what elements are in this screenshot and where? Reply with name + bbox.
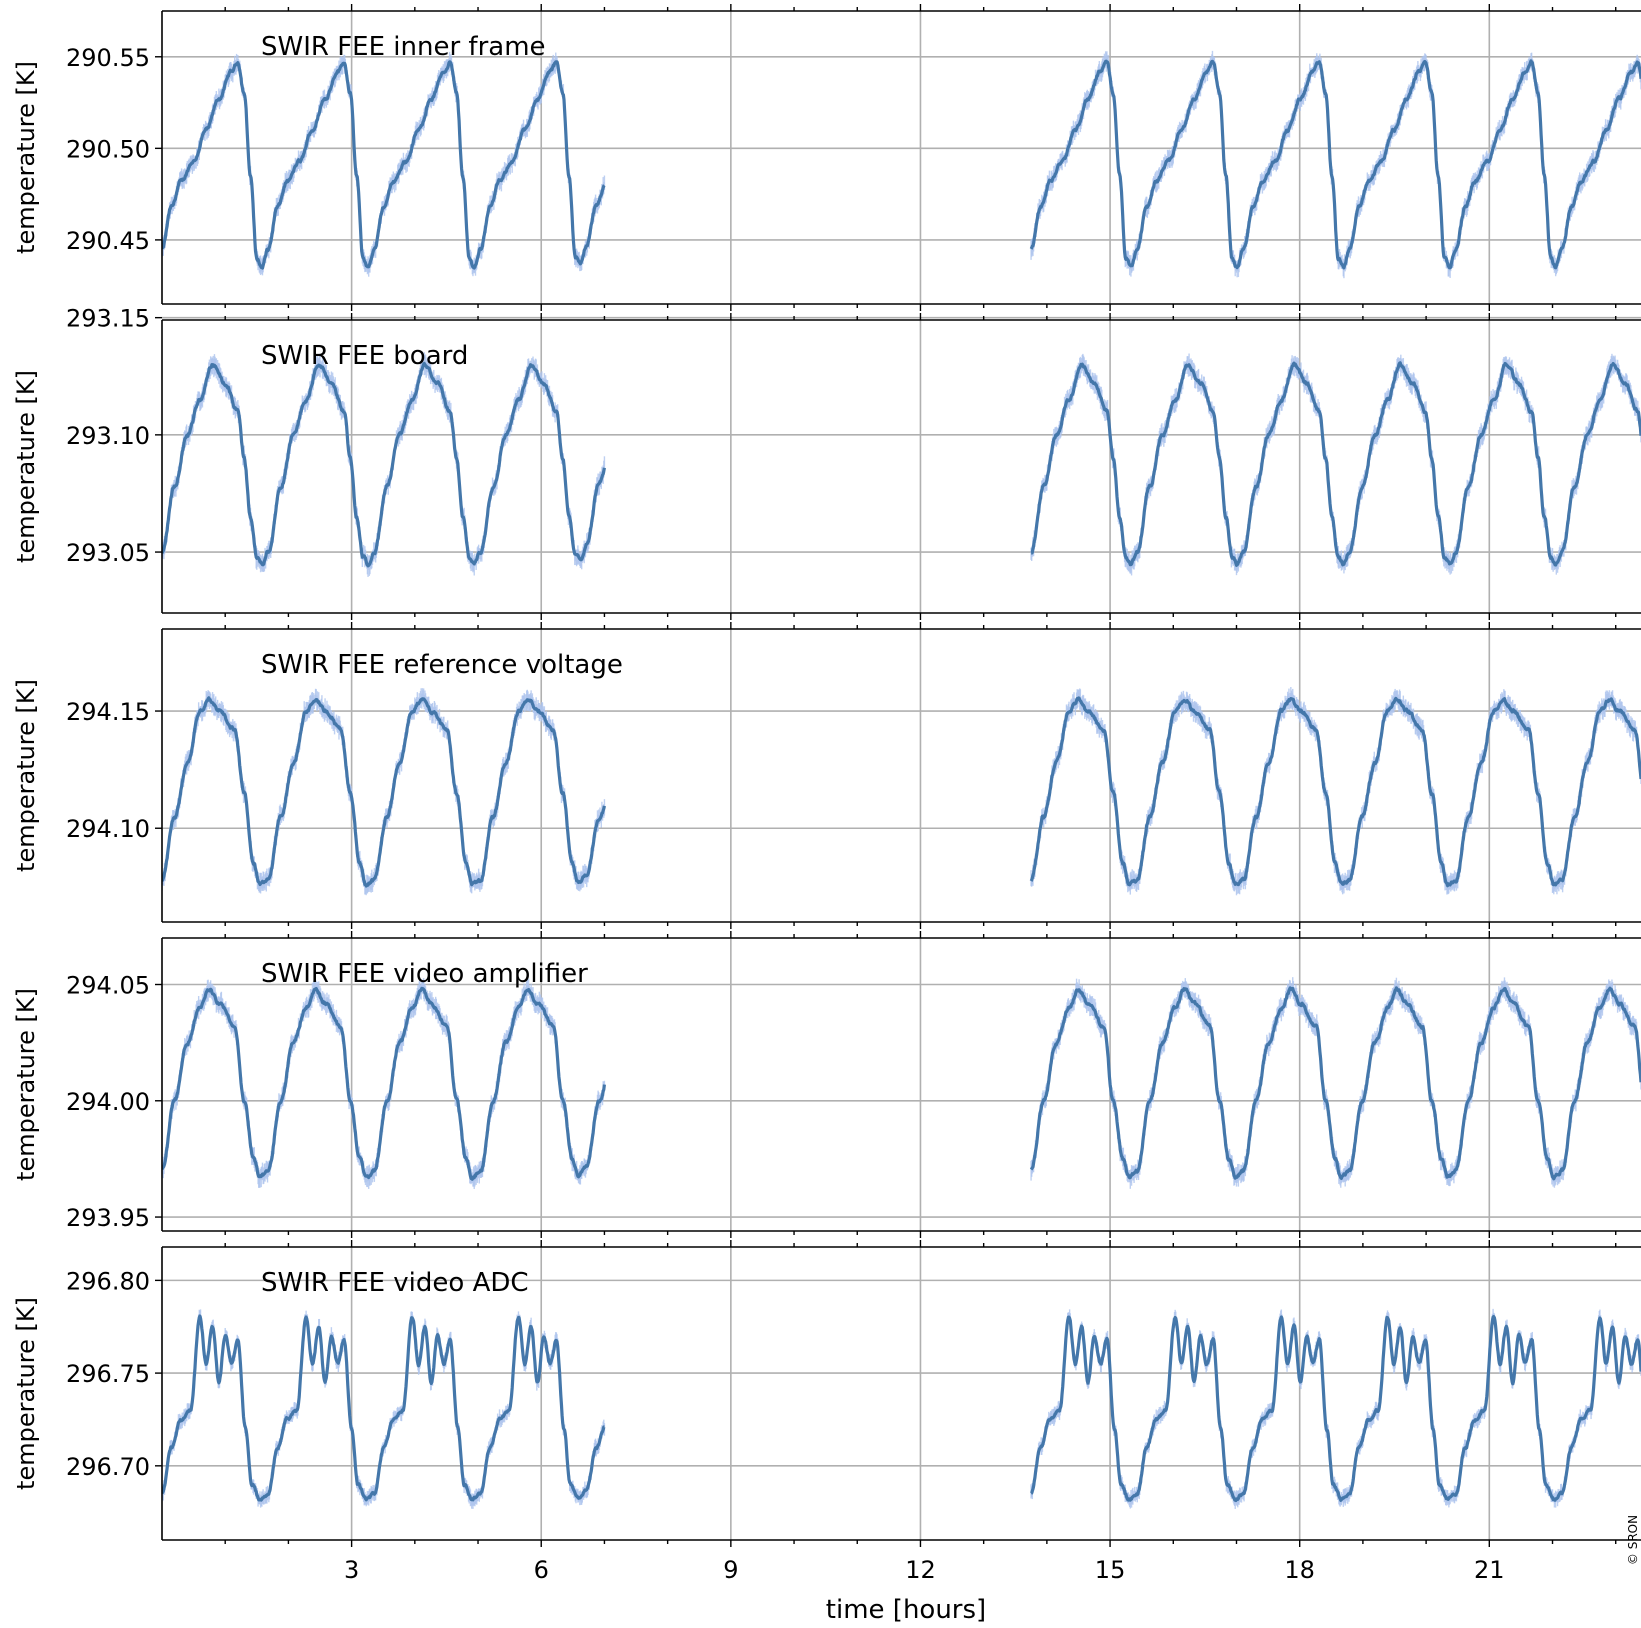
y-tick-label: 290.50 bbox=[66, 135, 150, 163]
y-axis-label: temperature [K] bbox=[12, 370, 40, 563]
series-group bbox=[162, 687, 1641, 895]
y-tick-label: 293.15 bbox=[66, 305, 150, 333]
series-group bbox=[162, 51, 1641, 278]
y-tick-label: 290.55 bbox=[66, 44, 150, 72]
series-line bbox=[162, 698, 604, 886]
panel-title: SWIR FEE board bbox=[261, 341, 468, 371]
y-tick-label: 293.10 bbox=[66, 422, 150, 450]
series-line bbox=[1031, 363, 1641, 566]
y-axis-label: temperature [K] bbox=[12, 61, 40, 254]
panel-1: 290.45 290.50 290.55 temperature [K] SWIR FE… bbox=[12, 4, 1641, 311]
panel-title: SWIR FEE inner frame bbox=[261, 32, 546, 62]
y-tick-label: 293.05 bbox=[66, 539, 150, 567]
panel-2: 293.05 293.10 293.15 temperature [K] SWIR FE… bbox=[12, 305, 1641, 620]
series-group bbox=[162, 352, 1641, 577]
series-line bbox=[1031, 61, 1641, 268]
y-tick-label: 290.45 bbox=[66, 227, 150, 255]
